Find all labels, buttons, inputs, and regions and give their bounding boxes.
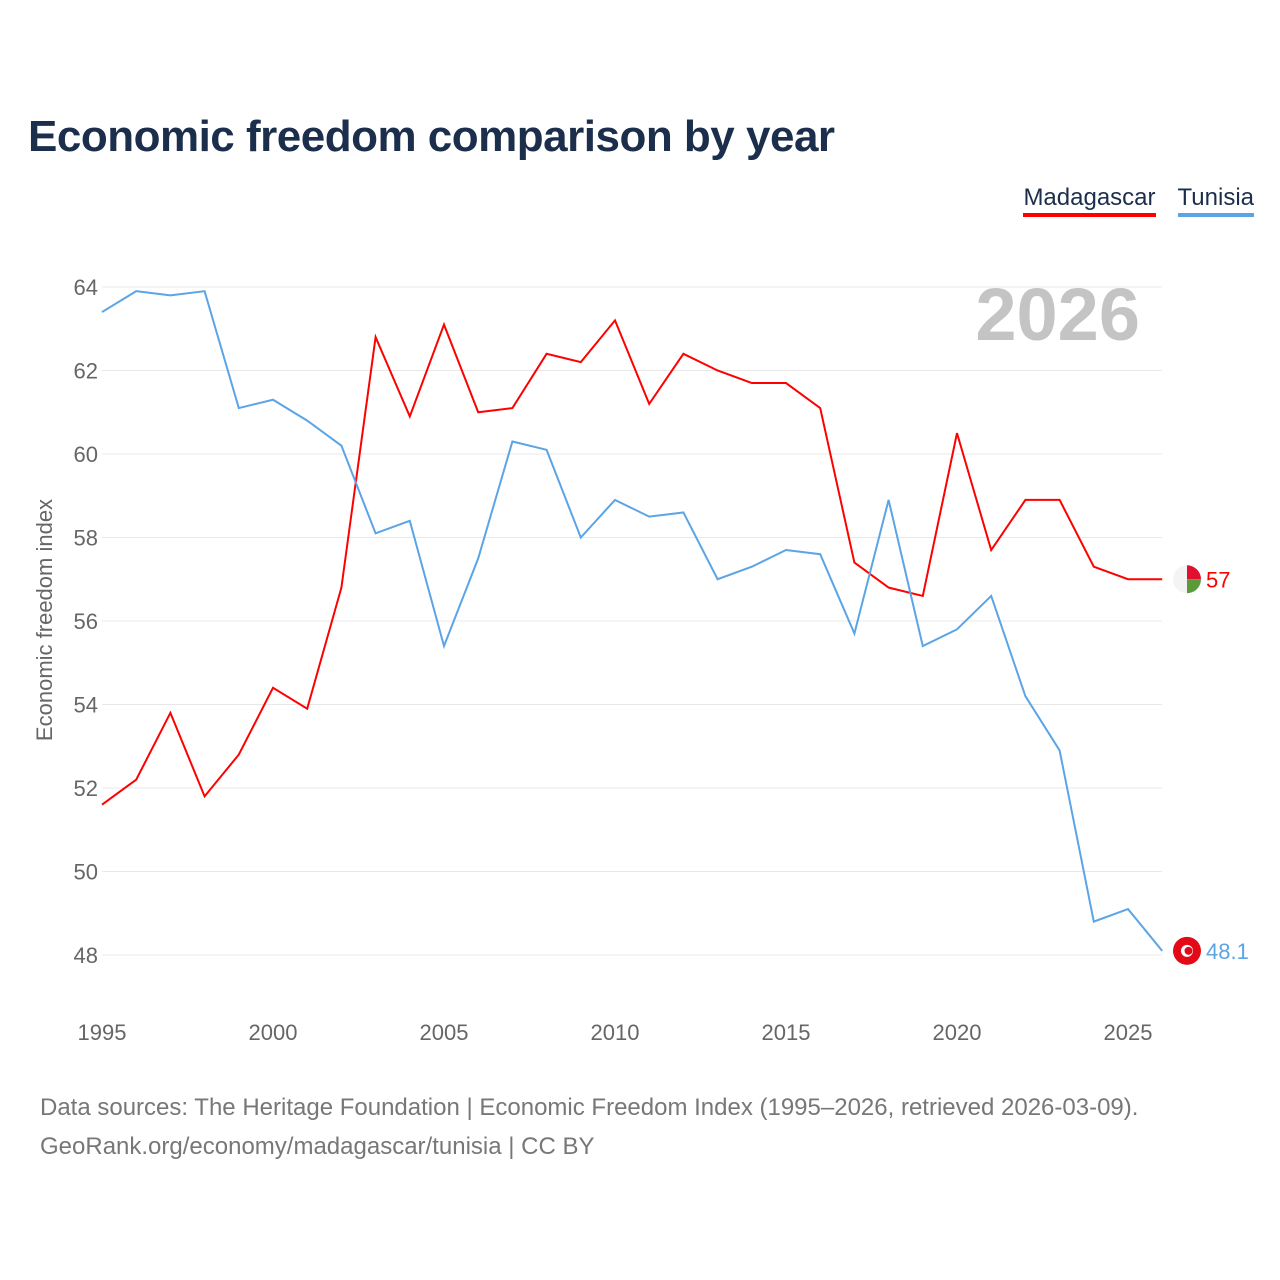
series-line-tunisia <box>101 290 1163 952</box>
y-axis-label: Economic freedom index <box>32 499 57 741</box>
x-tick-label: 1995 <box>78 1020 127 1045</box>
y-tick-label: 52 <box>74 776 98 801</box>
y-tick-label: 62 <box>74 359 98 384</box>
chart-title: Economic freedom comparison by year <box>28 112 835 161</box>
x-tick-label: 2020 <box>933 1020 982 1045</box>
source-line-2: GeoRank.org/economy/madagascar/tunisia |… <box>40 1133 595 1160</box>
x-tick-label: 2005 <box>420 1020 469 1045</box>
legend-tunisia[interactable]: Tunisia <box>1177 184 1254 217</box>
end-value-label: 57 <box>1206 567 1230 592</box>
x-tick-label: 2015 <box>762 1020 811 1045</box>
y-tick-label: 54 <box>74 693 98 718</box>
series-line-madagascar <box>101 318 1163 806</box>
flag-icon-tunisia <box>1173 936 1201 965</box>
y-tick-label: 56 <box>74 609 98 634</box>
flag-icon-madagascar <box>1173 565 1201 594</box>
legend: Madagascar Tunisia <box>1023 184 1254 217</box>
end-value-label: 48.1 <box>1206 939 1249 964</box>
source-line-1: Data sources: The Heritage Foundation | … <box>40 1094 1139 1121</box>
x-tick-label: 2025 <box>1104 1020 1153 1045</box>
y-tick-label: 48 <box>74 943 98 968</box>
x-tick-label: 2000 <box>249 1020 298 1045</box>
x-tick-label: 2010 <box>591 1020 640 1045</box>
year-watermark: 2026 <box>975 273 1140 356</box>
source-note: Data sources: The Heritage Foundation | … <box>40 1088 1138 1166</box>
legend-madagascar[interactable]: Madagascar <box>1023 184 1156 217</box>
y-tick-label: 50 <box>74 860 98 885</box>
y-tick-label: 64 <box>74 275 98 300</box>
y-tick-label: 60 <box>74 442 98 467</box>
y-tick-label: 58 <box>74 526 98 551</box>
